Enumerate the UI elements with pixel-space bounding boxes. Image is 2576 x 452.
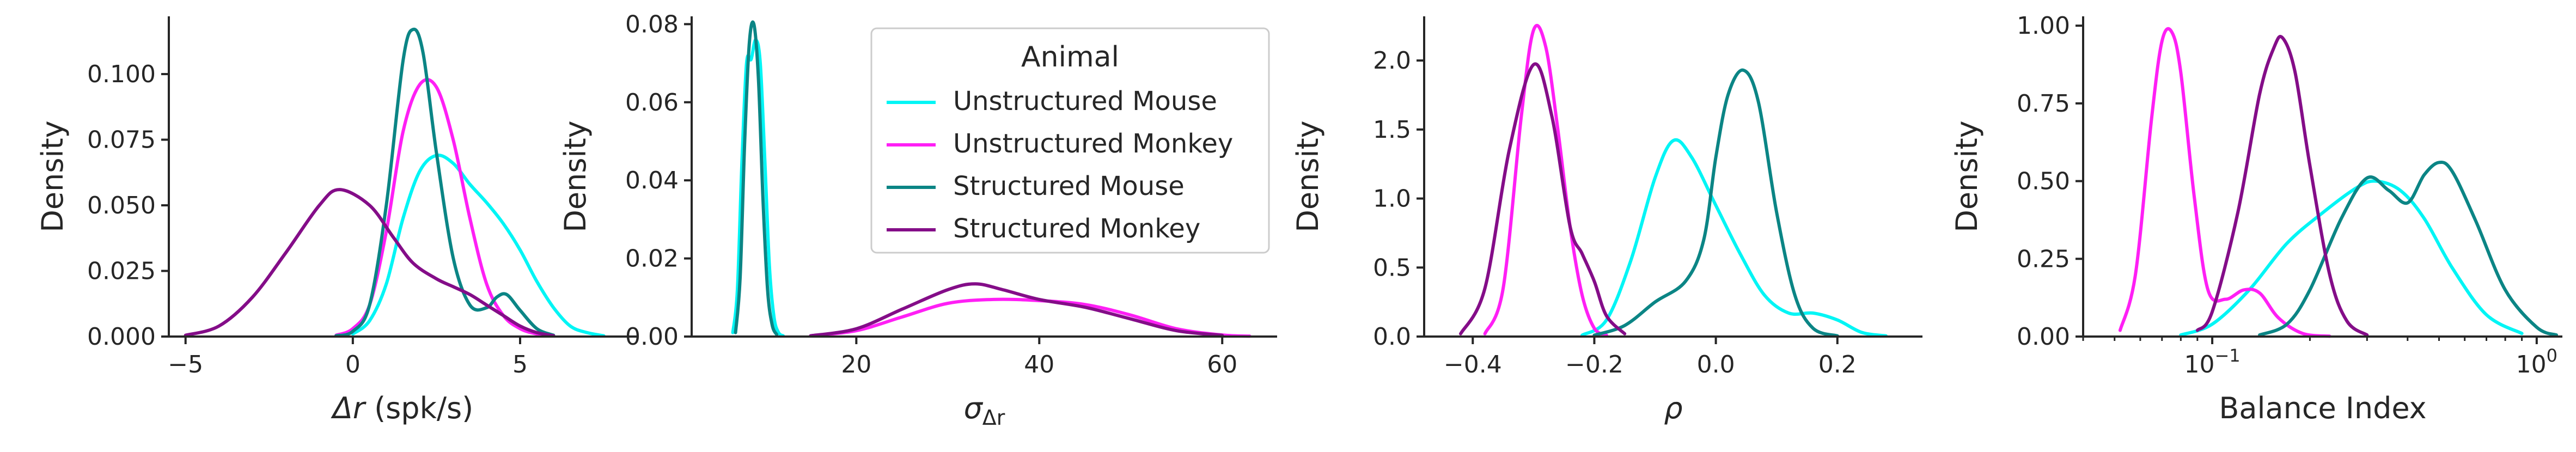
- legend-title: Animal: [1021, 41, 1119, 74]
- y-tick-label: 1.00: [2017, 12, 2070, 40]
- sigma-delta-rate-structured-mouse-curve: [734, 20, 779, 337]
- balance-index-structured-monkey-curve: [2195, 35, 2369, 337]
- y-axis-label: Density: [1291, 120, 1325, 232]
- balance-index-structured-mouse-curve: [2258, 161, 2558, 337]
- y-tick-label: 0.25: [2017, 245, 2070, 273]
- y-tick-label: 0.06: [625, 89, 679, 117]
- x-tick-label: 40: [1024, 351, 1054, 378]
- rho-unstructured-mouse-curve: [1580, 138, 1888, 338]
- y-tick-label: 0.5: [1373, 254, 1411, 282]
- legend-frame: [870, 27, 1270, 254]
- legend: Animal Unstructured Mouse Unstructured Mon…: [870, 27, 1270, 254]
- delta-rate-density-panel: 0.000 0.025 0.050 0.075 0.100 −5 0 5 Density Δr (…: [35, 16, 637, 425]
- x-tick-label: 60: [1207, 351, 1237, 378]
- legend-label-structured-monkey: Structured Monkey: [953, 213, 1200, 244]
- x-tick-label: 5: [512, 351, 528, 378]
- x-axis-label: ρ: [1664, 391, 1682, 425]
- x-tick-label: −0.4: [1444, 351, 1502, 378]
- delta-rate-structured-mouse-curve: [334, 27, 556, 338]
- y-tick-label: 0.75: [2017, 90, 2070, 118]
- x-tick-label: 100: [2516, 345, 2557, 378]
- x-tick-label: 0: [345, 351, 361, 378]
- y-axis-label: Density: [558, 120, 593, 232]
- y-tick-label: 0.04: [625, 167, 679, 194]
- balance-index-unstructured-mouse-curve: [2179, 179, 2524, 337]
- balance-index-unstructured-monkey-curve: [2118, 27, 2331, 338]
- x-tick-label: 10−1: [2184, 345, 2240, 378]
- y-tick-label: 2.0: [1373, 47, 1411, 75]
- delta-rate-structured-monkey-curve: [184, 188, 556, 338]
- balance-index-density-panel: 0.00 0.25 0.50 0.75 1.00 10−1 100 Density Balanc…: [1950, 12, 2562, 425]
- y-tick-label: 0.00: [625, 323, 679, 351]
- x-tick-label: −5: [168, 351, 203, 378]
- sigma-delta-rate-density-panel: 0.00 0.02 0.04 0.06 0.08 20 40 60 Density σΔr: [558, 10, 1277, 430]
- x-tick-label: −0.2: [1565, 351, 1623, 378]
- y-tick-label: 0.08: [625, 10, 679, 38]
- legend-label-unstructured-mouse: Unstructured Mouse: [953, 86, 1217, 117]
- x-axis-label: Δr (spk/s): [331, 391, 473, 425]
- legend-label-structured-mouse: Structured Mouse: [953, 171, 1185, 201]
- rho-structured-mouse-curve: [1592, 68, 1839, 338]
- y-tick-label: 1.0: [1373, 185, 1411, 213]
- x-axis-label: σΔr: [964, 391, 1005, 430]
- y-tick-label: 1.5: [1373, 116, 1411, 144]
- sigma-delta-rate-structured-monkey-curve: [809, 282, 1224, 338]
- y-tick-label: 0.02: [625, 245, 679, 273]
- y-tick-label: 0.050: [87, 192, 156, 219]
- x-tick-label: 20: [841, 351, 871, 378]
- y-tick-label: 0.025: [87, 258, 156, 285]
- delta-rate-unstructured-mouse-curve: [351, 153, 606, 338]
- rho-density-panel: 0.0 0.5 1.0 1.5 2.0 −0.4 −0.2 0.0 0.2 Density ρ: [1291, 16, 1922, 425]
- y-tick-label: 0.00: [2017, 323, 2070, 351]
- y-tick-label: 0.100: [87, 60, 156, 88]
- rho-structured-monkey-curve: [1459, 62, 1627, 335]
- y-axis-label: Density: [35, 120, 70, 232]
- x-axis-label: Balance Index: [2219, 391, 2426, 425]
- y-tick-label: 0.50: [2017, 168, 2070, 196]
- y-axis-label: Density: [1950, 120, 1984, 232]
- x-tick-label: 0.0: [1697, 351, 1735, 378]
- x-tick-label: 0.2: [1818, 351, 1857, 378]
- y-tick-label: 0.075: [87, 126, 156, 154]
- legend-label-unstructured-monkey: Unstructured Monkey: [953, 129, 1233, 159]
- rho-unstructured-monkey-curve: [1483, 24, 1608, 337]
- y-tick-label: 0.000: [87, 323, 156, 351]
- y-tick-label: 0.0: [1373, 323, 1411, 351]
